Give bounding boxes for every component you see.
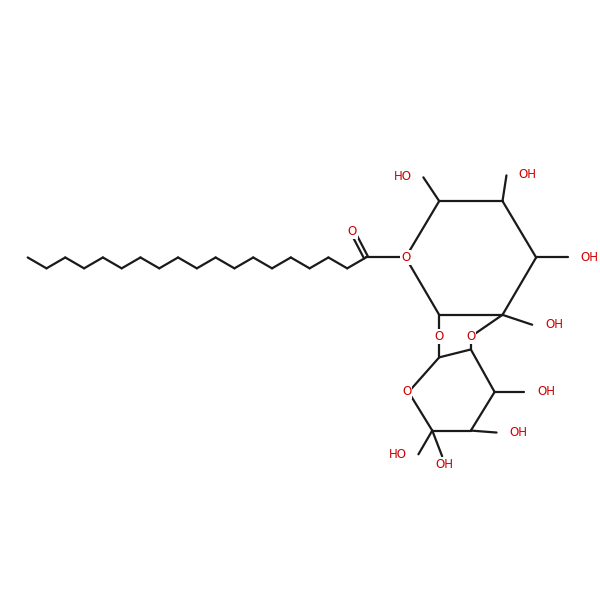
Text: OH: OH	[518, 168, 536, 181]
Text: O: O	[401, 251, 410, 264]
Text: OH: OH	[537, 385, 555, 398]
Text: OH: OH	[509, 426, 527, 439]
Text: OH: OH	[435, 458, 453, 471]
Text: HO: HO	[389, 448, 407, 461]
Text: OH: OH	[545, 318, 563, 331]
Text: O: O	[347, 225, 357, 238]
Text: O: O	[466, 330, 475, 343]
Text: OH: OH	[581, 251, 599, 264]
Text: O: O	[402, 385, 411, 398]
Text: O: O	[434, 330, 444, 343]
Text: HO: HO	[394, 170, 412, 183]
